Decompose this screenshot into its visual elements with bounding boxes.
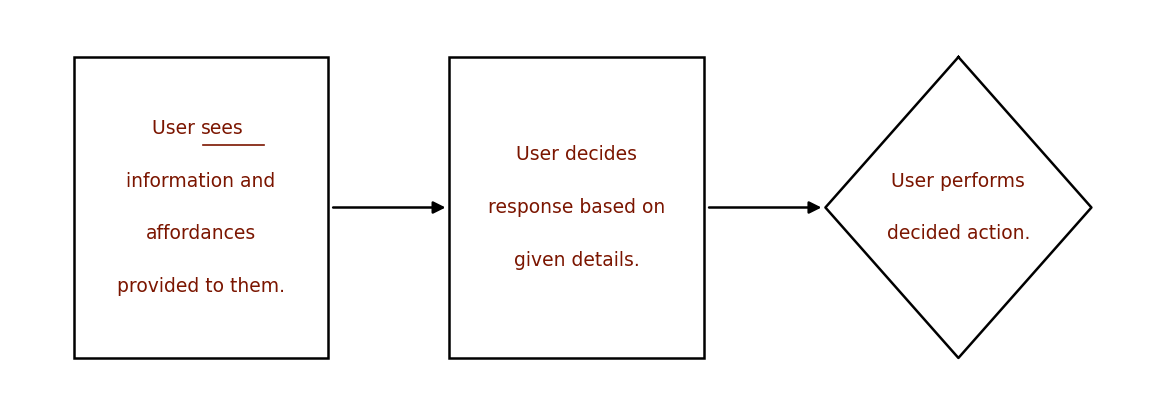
Text: provided to them.: provided to them. <box>116 277 284 296</box>
Text: User decides: User decides <box>516 145 637 164</box>
Text: decided action.: decided action. <box>887 225 1030 244</box>
Bar <box>450 57 704 358</box>
Text: sees: sees <box>200 119 243 138</box>
Text: affordances: affordances <box>146 225 256 244</box>
Text: given details.: given details. <box>514 251 640 270</box>
Text: information and: information and <box>126 171 275 190</box>
Text: User performs: User performs <box>891 171 1025 190</box>
Text: User: User <box>151 119 200 138</box>
Bar <box>73 57 329 358</box>
Text: response based on: response based on <box>488 198 665 217</box>
